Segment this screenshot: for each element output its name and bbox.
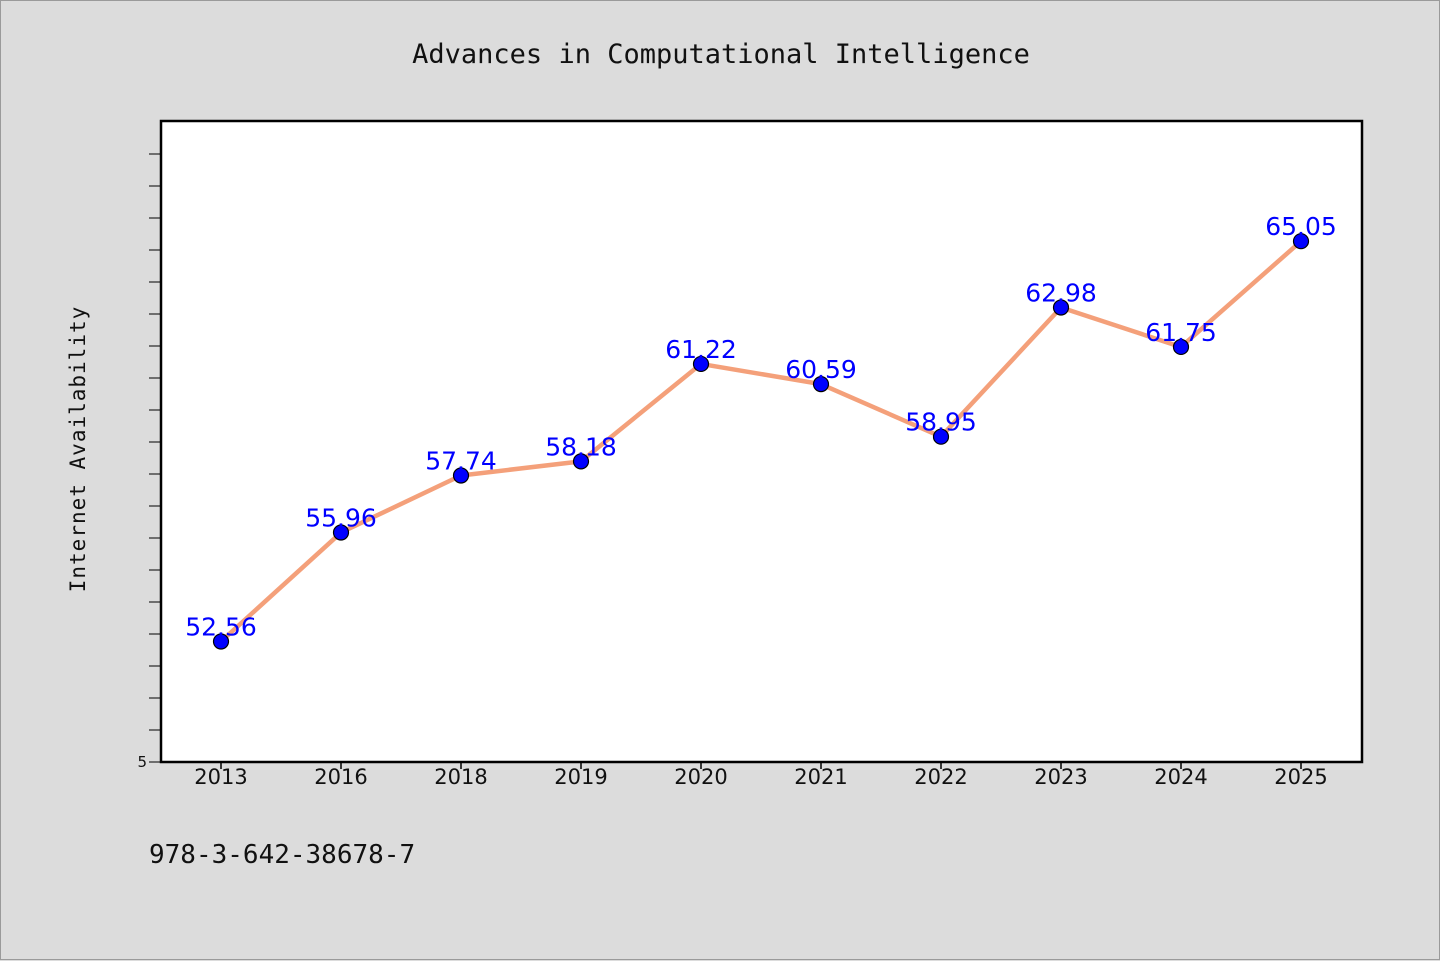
data-label: 61.22 xyxy=(665,335,737,364)
x-tick-label: 2013 xyxy=(194,765,247,789)
x-tick-label: 2025 xyxy=(1274,765,1327,789)
data-point xyxy=(452,467,470,484)
data-point xyxy=(1172,338,1190,356)
data-label: 58.95 xyxy=(905,408,977,437)
x-tick-label: 2023 xyxy=(1034,765,1087,789)
data-label: 55.96 xyxy=(305,504,377,533)
y-axis-ticks: 5 xyxy=(137,153,161,771)
data-label: 65.05 xyxy=(1265,212,1337,241)
data-label: 57.74 xyxy=(425,446,497,475)
data-label: 60.59 xyxy=(785,355,857,384)
y-tick-label: 5 xyxy=(137,753,147,771)
data-point xyxy=(692,355,710,373)
y-axis-label: Internet Availability xyxy=(66,306,90,593)
data-label: 52.56 xyxy=(185,612,257,641)
data-point xyxy=(572,453,590,470)
series-layer: 52.56 55.96 57.74 58.18 61.22 60.59 58.95 62.98… xyxy=(185,212,1337,650)
data-label: 62.98 xyxy=(1025,279,1097,308)
x-tick-label: 2016 xyxy=(314,765,367,789)
plot-area xyxy=(159,119,1364,764)
x-tick-label: 2018 xyxy=(434,765,487,789)
isbn-text: 978-3-642-38678-7 xyxy=(149,840,415,870)
data-label: 61.75 xyxy=(1145,318,1217,347)
data-point xyxy=(1052,299,1070,316)
x-tick-label: 2024 xyxy=(1154,765,1207,789)
data-point xyxy=(932,428,950,445)
data-point xyxy=(1292,233,1310,250)
x-tick-label: 2019 xyxy=(554,765,607,789)
data-point xyxy=(332,524,350,541)
x-axis: 2013 2016 2018 2019 2020 2021 2022 2023 2024 2025 xyxy=(194,762,1328,789)
x-tick-label: 2022 xyxy=(914,765,967,789)
data-label: 58.18 xyxy=(545,432,617,461)
chart-title: Advances in Computational Intelligence xyxy=(412,39,1030,70)
series-line xyxy=(219,239,1303,644)
data-point xyxy=(212,633,230,650)
data-point xyxy=(812,376,830,393)
x-tick-label: 2021 xyxy=(794,765,847,789)
x-tick-label: 2020 xyxy=(674,765,727,789)
